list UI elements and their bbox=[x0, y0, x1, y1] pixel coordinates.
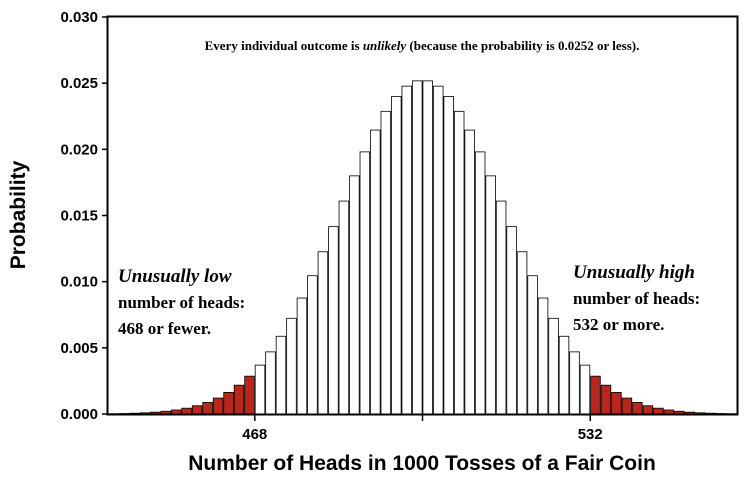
bar bbox=[338, 200, 350, 415]
y-tick-label: 0.000 bbox=[60, 406, 98, 423]
bar-tail bbox=[590, 375, 601, 415]
bar-tail bbox=[223, 391, 234, 415]
plot-frame bbox=[106, 15, 739, 416]
x-tick-label: 532 bbox=[578, 426, 603, 443]
bar-tail bbox=[642, 405, 654, 415]
bar bbox=[516, 251, 528, 415]
bar bbox=[370, 129, 381, 415]
high-annotation: Unusually high number of heads: 532 or m… bbox=[573, 262, 700, 334]
high-annotation-line1: number of heads: bbox=[573, 289, 700, 308]
bar bbox=[265, 351, 276, 415]
bar-tail bbox=[170, 409, 182, 415]
bar bbox=[412, 80, 423, 415]
bar bbox=[254, 364, 266, 415]
y-axis-title: Probability bbox=[7, 160, 30, 269]
bar bbox=[443, 96, 454, 415]
bar bbox=[359, 151, 371, 415]
bar-tail bbox=[632, 402, 643, 415]
bar bbox=[453, 110, 465, 415]
bar-tail bbox=[244, 375, 255, 415]
high-annotation-line2: 532 or more. bbox=[573, 315, 664, 334]
y-tick-labels: 0.000 0.005 0.010 0.015 0.020 0.025 0.030 bbox=[60, 9, 98, 423]
bar-tail bbox=[663, 409, 675, 415]
bar bbox=[464, 129, 475, 415]
x-tick-label: 468 bbox=[242, 426, 267, 443]
y-tick-label: 0.015 bbox=[60, 208, 98, 225]
bar bbox=[401, 85, 412, 415]
bar bbox=[286, 317, 297, 415]
x-axis-title: Number of Heads in 1000 Tosses of a Fair… bbox=[188, 452, 656, 475]
bar-tail bbox=[181, 407, 192, 415]
high-annotation-title: Unusually high bbox=[573, 262, 695, 283]
bar bbox=[349, 175, 360, 415]
bar-tail bbox=[212, 397, 224, 415]
low-annotation: Unusually low number of heads: 468 or fe… bbox=[118, 266, 245, 338]
y-tick-label: 0.025 bbox=[60, 75, 98, 92]
bar bbox=[275, 335, 287, 415]
bar bbox=[537, 297, 549, 415]
bar-tail bbox=[611, 391, 622, 415]
low-annotation-line1: number of heads: bbox=[118, 293, 245, 312]
bar bbox=[317, 251, 329, 415]
low-annotation-line2: 468 or fewer. bbox=[118, 319, 211, 338]
bar-tail bbox=[202, 402, 213, 415]
bar-tail bbox=[621, 397, 633, 415]
bar bbox=[485, 175, 496, 415]
bar bbox=[527, 275, 538, 415]
bar bbox=[422, 80, 433, 415]
bar bbox=[296, 297, 308, 415]
bar bbox=[433, 85, 444, 415]
bar bbox=[579, 364, 591, 415]
y-tick-marks bbox=[102, 16, 108, 415]
x-ticks: 468 532 bbox=[242, 414, 603, 443]
bar-tail bbox=[191, 405, 203, 415]
top-annotation: Every individual outcome is unlikely (be… bbox=[205, 38, 640, 53]
y-tick-label: 0.030 bbox=[60, 9, 98, 26]
bar-tail bbox=[653, 407, 664, 415]
bar bbox=[380, 110, 392, 415]
bar-tail bbox=[233, 384, 245, 415]
bar bbox=[569, 351, 580, 415]
y-tick-label: 0.005 bbox=[60, 340, 98, 357]
bar bbox=[548, 317, 559, 415]
y-tick-label: 0.010 bbox=[60, 274, 98, 291]
histogram-bars bbox=[108, 80, 737, 415]
bar bbox=[328, 226, 339, 415]
bar bbox=[506, 226, 517, 415]
bar bbox=[495, 200, 507, 415]
low-annotation-title: Unusually low bbox=[118, 266, 232, 287]
bar bbox=[391, 96, 402, 415]
bar bbox=[558, 335, 570, 415]
y-tick-label: 0.020 bbox=[60, 141, 98, 158]
bar bbox=[474, 151, 486, 415]
bar-tail bbox=[600, 384, 612, 415]
bar bbox=[307, 275, 318, 415]
